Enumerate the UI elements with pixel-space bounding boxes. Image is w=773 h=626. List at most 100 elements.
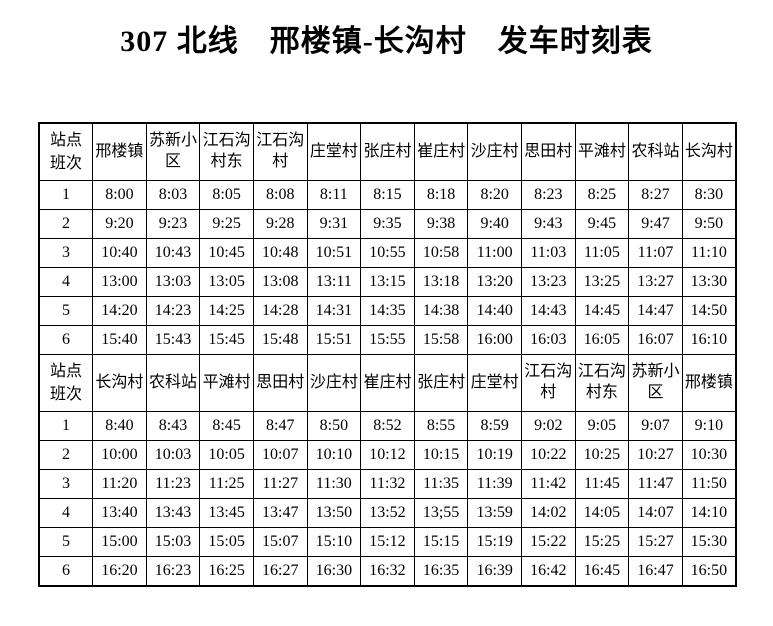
run-number-cell: 1 xyxy=(38,180,94,210)
time-cell: 16:30 xyxy=(306,556,362,587)
time-cell: 15:03 xyxy=(145,527,201,557)
time-cell: 11:25 xyxy=(199,469,254,499)
time-cell: 8:52 xyxy=(360,411,415,441)
time-cell: 13:18 xyxy=(413,267,469,297)
time-cell: 13:23 xyxy=(520,267,576,297)
time-cell: 14:38 xyxy=(413,296,469,326)
time-cell: 8:25 xyxy=(574,180,630,210)
station-header-cell: 江石沟村 xyxy=(252,122,308,181)
time-cell: 10:45 xyxy=(199,238,254,268)
time-cell: 8:30 xyxy=(681,180,737,210)
time-cell: 11:45 xyxy=(574,469,630,499)
timetable-row: 6 16:20 16:23 16:25 16:27 16:30 16:32 16:35 16:3… xyxy=(38,556,737,587)
time-cell: 10:15 xyxy=(413,440,469,470)
time-cell: 11:20 xyxy=(92,469,147,499)
time-cell: 9:07 xyxy=(628,411,683,441)
page-title: 307 北线 邢楼镇-长沟村 发车时刻表 xyxy=(120,25,653,58)
time-cell: 11:50 xyxy=(681,469,737,499)
time-cell: 13:11 xyxy=(306,267,362,297)
time-cell: 13:52 xyxy=(360,498,415,528)
time-cell: 13:27 xyxy=(628,267,683,297)
station-header-cell: 平滩村 xyxy=(199,354,254,412)
time-cell: 10:07 xyxy=(252,440,308,470)
run-number-cell: 3 xyxy=(38,469,94,499)
time-cell: 14:40 xyxy=(467,296,522,326)
time-cell: 13:50 xyxy=(306,498,362,528)
time-cell: 8:43 xyxy=(145,411,201,441)
station-header-cell: 江石沟村东 xyxy=(574,354,630,412)
timetable-row: 2 9:20 9:23 9:25 9:28 9:31 9:35 9:38 9:40 9:43 9:4… xyxy=(38,209,737,239)
time-cell: 11:23 xyxy=(145,469,201,499)
station-header-cell: 庄堂村 xyxy=(467,354,522,412)
station-header-cell: 沙庄村 xyxy=(467,122,522,181)
time-cell: 16:27 xyxy=(252,556,308,587)
time-cell: 15:25 xyxy=(574,527,630,557)
time-cell: 14:31 xyxy=(306,296,362,326)
time-cell: 16:00 xyxy=(467,325,522,355)
time-cell: 13:00 xyxy=(92,267,147,297)
station-header-cell: 沙庄村 xyxy=(306,354,362,412)
time-cell: 9:31 xyxy=(306,209,362,239)
time-cell: 9:28 xyxy=(252,209,308,239)
run-number-cell: 4 xyxy=(38,498,94,528)
time-cell: 15:27 xyxy=(628,527,683,557)
time-cell: 15:10 xyxy=(306,527,362,557)
time-cell: 10:19 xyxy=(467,440,522,470)
time-cell: 10:10 xyxy=(306,440,362,470)
run-number-cell: 5 xyxy=(38,296,94,326)
time-cell: 11:27 xyxy=(252,469,308,499)
time-cell: 8:23 xyxy=(520,180,576,210)
time-cell: 14:47 xyxy=(628,296,683,326)
run-number-cell: 2 xyxy=(38,209,94,239)
station-header-cell: 张庄村 xyxy=(413,354,469,412)
time-cell: 9:50 xyxy=(681,209,737,239)
run-number-cell: 5 xyxy=(38,527,94,557)
time-cell: 8:03 xyxy=(145,180,201,210)
time-cell: 14:23 xyxy=(145,296,201,326)
station-header-cell: 崔庄村 xyxy=(360,354,415,412)
time-cell: 8:05 xyxy=(199,180,254,210)
run-number-cell: 6 xyxy=(38,325,94,355)
run-number-cell: 4 xyxy=(38,267,94,297)
time-cell: 10:48 xyxy=(252,238,308,268)
run-number-cell: 6 xyxy=(38,556,94,587)
time-cell: 9:43 xyxy=(520,209,576,239)
time-cell: 8:00 xyxy=(92,180,147,210)
time-cell: 16:05 xyxy=(574,325,630,355)
time-cell: 14:25 xyxy=(199,296,254,326)
station-header-cell: 农科站 xyxy=(628,122,683,181)
time-cell: 14:35 xyxy=(360,296,415,326)
timetable-body: 站点 班次 邢楼镇 苏新小区 江石沟村东 江石沟村 庄堂村 张庄村 崔庄村 沙庄村 思田村 平滩村 农科… xyxy=(38,122,737,587)
time-cell: 13:40 xyxy=(92,498,147,528)
time-cell: 16:25 xyxy=(199,556,254,587)
time-cell: 13:08 xyxy=(252,267,308,297)
time-cell: 13:30 xyxy=(681,267,737,297)
corner-label-top: 站点 xyxy=(50,131,83,149)
time-cell: 16:42 xyxy=(520,556,576,587)
time-cell: 10:00 xyxy=(92,440,147,470)
time-cell: 13:15 xyxy=(360,267,415,297)
timetable-row: 4 13:00 13:03 13:05 13:08 13:11 13:15 13:18 13:2… xyxy=(38,267,737,297)
time-cell: 9:05 xyxy=(574,411,630,441)
time-cell: 10:03 xyxy=(145,440,201,470)
time-cell: 14:02 xyxy=(520,498,576,528)
time-cell: 16:50 xyxy=(681,556,737,587)
time-cell: 9:25 xyxy=(199,209,254,239)
station-header-cell: 江石沟村东 xyxy=(199,122,254,181)
time-cell: 9:40 xyxy=(467,209,522,239)
time-cell: 16:39 xyxy=(467,556,522,587)
time-cell: 13:20 xyxy=(467,267,522,297)
corner-label-top: 站点 xyxy=(50,362,83,380)
station-header-cell: 农科站 xyxy=(145,354,201,412)
run-number-cell: 1 xyxy=(38,411,94,441)
time-cell: 15:00 xyxy=(92,527,147,557)
time-cell: 10:22 xyxy=(520,440,576,470)
time-cell: 13:05 xyxy=(199,267,254,297)
timetable-row: 2 10:00 10:03 10:05 10:07 10:10 10:12 10:15 10:1… xyxy=(38,440,737,470)
time-cell: 14:20 xyxy=(92,296,147,326)
time-cell: 10:27 xyxy=(628,440,683,470)
time-cell: 16:32 xyxy=(360,556,415,587)
time-cell: 14:43 xyxy=(520,296,576,326)
timetable-row: 4 13:40 13:43 13:45 13:47 13:50 13:52 13;55 13:5… xyxy=(38,498,737,528)
time-cell: 16:45 xyxy=(574,556,630,587)
